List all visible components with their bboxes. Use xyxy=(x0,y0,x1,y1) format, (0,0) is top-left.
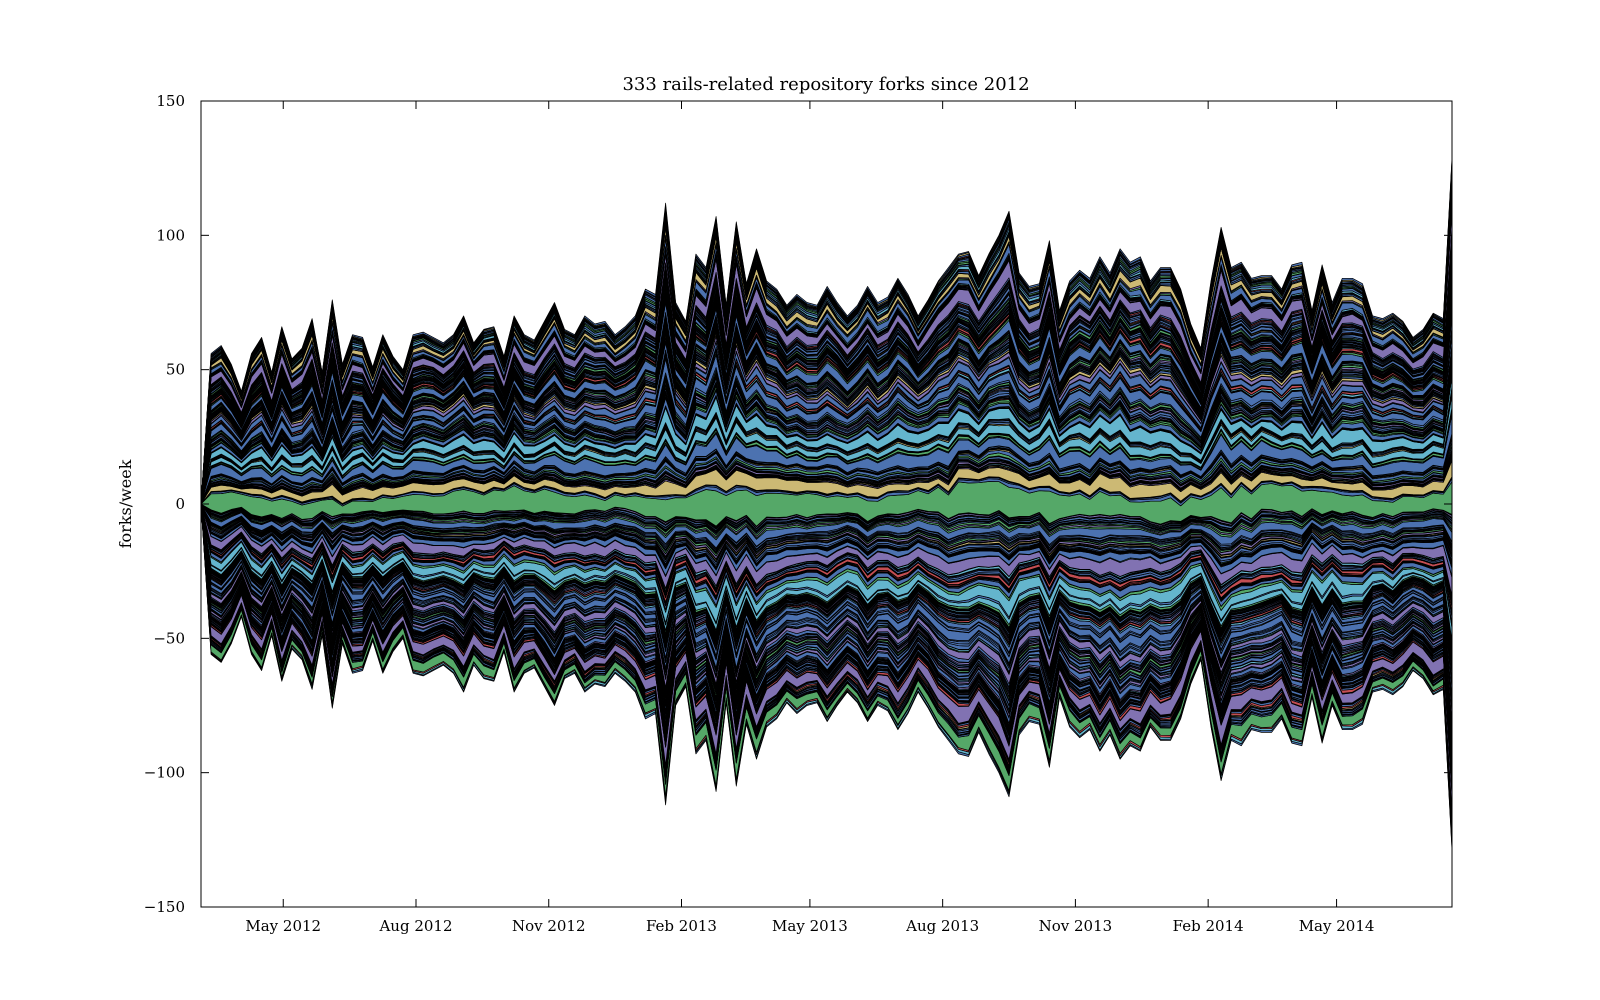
y-tick-label: −100 xyxy=(144,764,185,782)
x-tick-label: Feb 2013 xyxy=(646,917,717,935)
x-axis: May 2012 Aug 2012 Nov 2012 Feb 2013 May 2013… xyxy=(245,101,1374,935)
y-tick-label: −50 xyxy=(153,629,185,647)
y-tick-label: 0 xyxy=(175,495,185,513)
x-tick-label: Nov 2012 xyxy=(512,917,586,935)
stream-layers xyxy=(200,157,1453,851)
chart-title: 333 rails-related repository forks since… xyxy=(622,74,1029,95)
y-axis: 150 100 50 0 −50 −100 −150 xyxy=(144,92,1452,916)
y-tick-label: 50 xyxy=(166,361,185,379)
y-tick-label: −150 xyxy=(144,898,185,916)
x-tick-label: Aug 2012 xyxy=(378,917,452,935)
x-tick-label: Feb 2014 xyxy=(1173,917,1244,935)
y-tick-label: 150 xyxy=(156,92,185,110)
x-tick-label: May 2012 xyxy=(245,917,321,935)
x-tick-label: Nov 2013 xyxy=(1039,917,1113,935)
x-tick-label: May 2014 xyxy=(1299,917,1375,935)
x-tick-label: May 2013 xyxy=(772,917,848,935)
y-axis-label: forks/week xyxy=(116,459,135,548)
x-tick-label: Aug 2013 xyxy=(905,917,979,935)
y-tick-label: 100 xyxy=(156,226,185,244)
